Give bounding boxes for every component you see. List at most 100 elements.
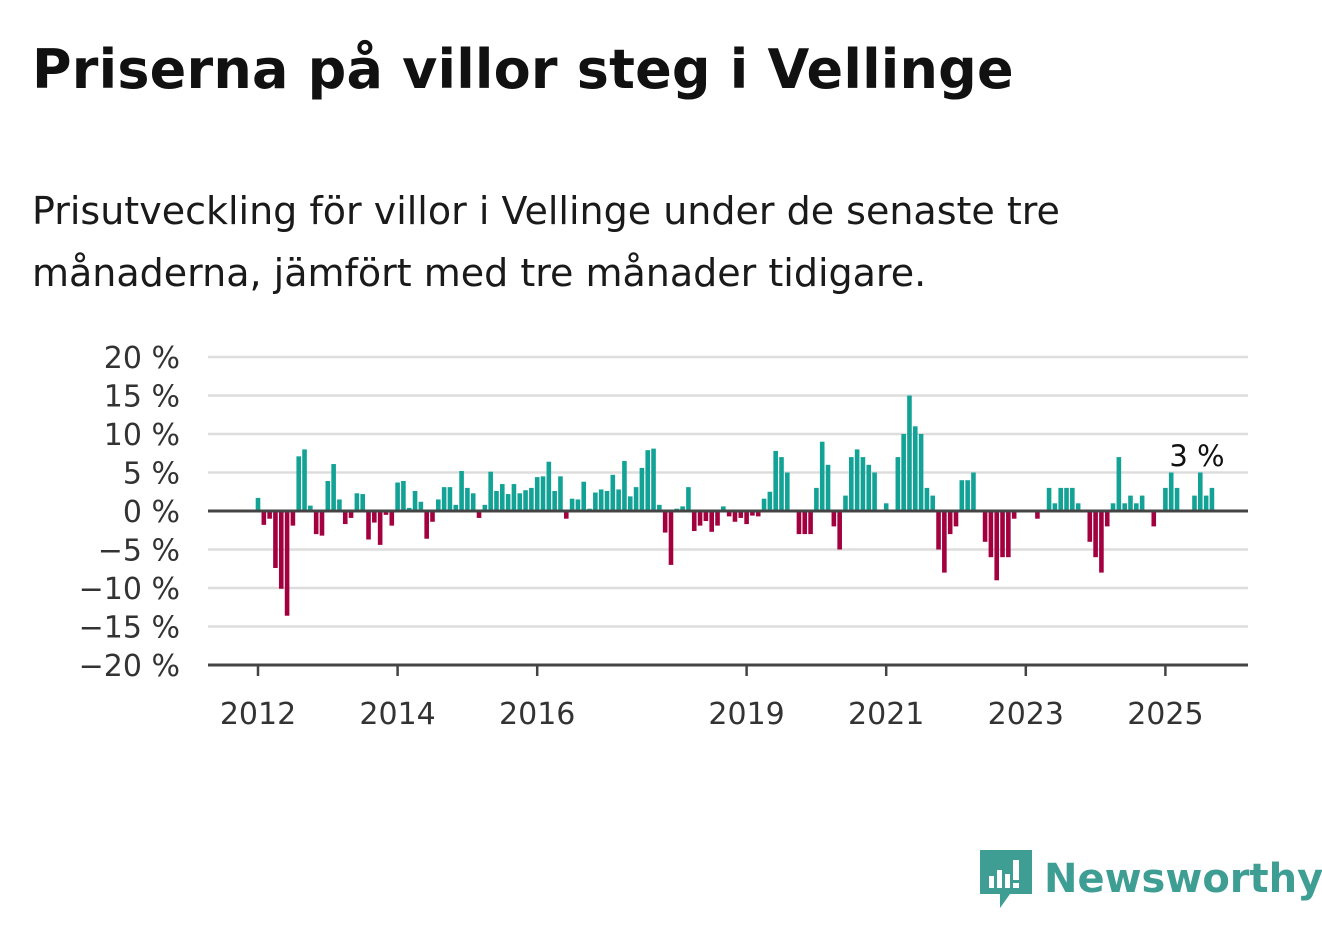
bar-positive: [854, 449, 860, 511]
bar-negative: [744, 511, 749, 525]
bar-negative: [313, 511, 319, 535]
x-tick-label: 2023: [988, 697, 1064, 732]
bar-negative: [290, 511, 296, 526]
bar-positive: [534, 477, 540, 511]
bar-positive: [610, 474, 616, 511]
bar-positive: [657, 504, 662, 511]
bar-negative: [284, 511, 290, 616]
x-tick-label: 2025: [1127, 697, 1203, 732]
bar-positive: [1209, 487, 1215, 511]
bar-negative: [1104, 511, 1110, 527]
bar-negative: [1093, 511, 1098, 558]
bar-positive: [761, 498, 767, 511]
bar-positive: [1192, 495, 1197, 511]
bar-positive: [494, 490, 499, 511]
bar-positive: [598, 489, 604, 511]
last-value-label: 3 %: [1169, 439, 1224, 473]
bar-positive: [604, 490, 610, 511]
bar-positive: [453, 504, 459, 511]
bar-negative: [1006, 511, 1011, 558]
x-tick-label: 2019: [708, 697, 784, 732]
bar-positive: [1122, 503, 1127, 511]
bar-positive: [360, 494, 365, 511]
bar-negative: [837, 511, 842, 550]
bar-positive: [1070, 487, 1075, 511]
bar-positive: [1116, 457, 1122, 511]
bar-positive: [517, 493, 523, 511]
bar-negative: [389, 511, 395, 526]
bar-positive: [1046, 487, 1052, 511]
y-tick-label: 5 %: [123, 457, 180, 492]
bar-positive: [552, 490, 557, 511]
bar-positive: [767, 491, 773, 511]
bar-positive: [447, 487, 453, 511]
bar-negative: [709, 511, 714, 532]
bar-positive: [1058, 487, 1063, 511]
bar-negative: [697, 511, 703, 526]
bar-positive: [907, 395, 912, 511]
bar-positive: [872, 472, 877, 511]
bar-positive: [569, 498, 575, 511]
bar-negative: [796, 511, 802, 535]
bar-positive: [918, 434, 924, 511]
bar-positive: [825, 464, 831, 511]
bar-positive: [406, 507, 412, 511]
y-axis-labels: 20 % 15 %10 % 5 %0 % −5 %−10 % −15 %−20 %: [79, 341, 180, 684]
bar-negative: [430, 511, 435, 522]
bar-negative: [947, 511, 953, 535]
bar-positive: [779, 457, 784, 511]
bar-positive: [488, 471, 493, 511]
bar-positive: [581, 481, 587, 511]
bar-positive: [325, 480, 331, 511]
bar-positive: [645, 450, 651, 511]
bar-positive: [331, 464, 336, 511]
bar-negative: [988, 511, 994, 558]
bar-positive: [721, 506, 726, 511]
grid-lines: [208, 355, 1248, 628]
bar-positive: [401, 480, 406, 511]
bar-positive: [255, 497, 261, 511]
bar-positive: [627, 496, 633, 511]
bar-positive: [395, 482, 400, 511]
bar-negative: [261, 511, 267, 525]
y-tick-label: −10 %: [79, 572, 180, 607]
bar-positive: [912, 426, 918, 511]
bar-positive: [546, 461, 552, 511]
bar-negative: [366, 511, 371, 540]
bars: [255, 395, 1215, 616]
bar-negative: [738, 511, 744, 518]
y-tick-label: −15 %: [79, 611, 180, 646]
chart-subtitle: Prisutveckling för villor i Vellinge und…: [32, 189, 1060, 295]
bar-negative: [278, 511, 284, 589]
bar-positive: [1052, 503, 1058, 511]
bar-positive: [686, 487, 691, 511]
bar-chart: 20 % 15 %10 % 5 %0 % −5 %−10 % −15 %−20 % 20…: [79, 341, 1248, 732]
bar-negative: [1099, 511, 1104, 573]
bar-negative: [1087, 511, 1093, 542]
axes: [208, 509, 1248, 676]
bar-positive: [1198, 472, 1203, 511]
bar-positive: [959, 480, 965, 511]
bar-positive: [412, 490, 418, 511]
y-tick-label: −20 %: [79, 649, 180, 684]
bar-negative: [942, 511, 947, 573]
bar-negative: [476, 511, 482, 518]
bar-negative: [732, 511, 738, 522]
bar-positive: [633, 487, 639, 511]
newsworthy-logo: Newsworthy: [980, 850, 1322, 908]
bar-positive: [465, 487, 470, 511]
bar-positive: [337, 499, 342, 511]
bar-negative: [831, 511, 837, 527]
bar-positive: [895, 457, 901, 511]
bar-positive: [860, 457, 866, 511]
bar-positive: [482, 504, 488, 511]
bar-positive: [1128, 495, 1133, 511]
bar-positive: [785, 472, 790, 511]
y-tick-label: −5 %: [98, 534, 180, 569]
bar-positive: [866, 464, 872, 511]
bar-positive: [1163, 487, 1168, 511]
bar-positive: [843, 495, 848, 511]
bar-positive: [558, 476, 563, 511]
x-axis-labels: 2012 2014 2016 2019 2021 2023 2025: [220, 697, 1204, 732]
bar-positive: [523, 490, 528, 511]
